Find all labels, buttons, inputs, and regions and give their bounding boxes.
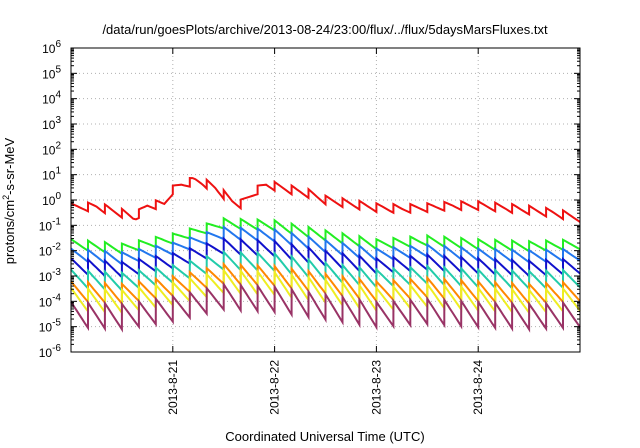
y-tick-label: 10-4 xyxy=(39,292,62,309)
y-tick-label: 100 xyxy=(42,191,61,208)
x-tick-label: 2013-8-21 xyxy=(166,360,180,415)
y-tick-label: 10-1 xyxy=(39,216,62,233)
x-axis-ticks: 2013-8-21 2013-8-22 2013-8-23 2013-8-24 xyxy=(166,48,485,415)
y-axis-label-sup: 2 xyxy=(1,195,11,200)
y-tick-label: 10-3 xyxy=(39,267,62,284)
y-tick-label: 10-2 xyxy=(39,242,62,259)
y-axis-ticks: 10-6 10-5 10-4 10-3 10-2 10-1 100 101 102 103 104 1… xyxy=(39,39,580,360)
x-axis-label: Coordinated Universal Time (UTC) xyxy=(225,429,424,444)
series-layer xyxy=(70,176,581,333)
y-axis-label-rest: -s-sr-MeV xyxy=(2,137,17,194)
y-axis-label: protons/cm2-s-sr-MeV xyxy=(1,137,17,264)
series-line-7 xyxy=(70,280,581,333)
chart-title: /data/run/goesPlots/archive/2013-08-24/2… xyxy=(102,22,548,37)
y-axis-label-main: protons/cm xyxy=(2,200,17,264)
y-tick-label: 101 xyxy=(42,166,61,183)
series-line-0 xyxy=(70,176,581,223)
y-tick-label: 10-6 xyxy=(39,343,62,360)
y-tick-label: 104 xyxy=(42,90,61,107)
x-tick-label: 2013-8-24 xyxy=(471,360,485,415)
x-tick-label: 2013-8-23 xyxy=(369,360,383,415)
y-tick-label: 102 xyxy=(42,140,61,157)
y-tick-label: 105 xyxy=(42,64,61,81)
x-tick-label: 2013-8-22 xyxy=(268,360,282,415)
y-tick-label: 103 xyxy=(42,115,61,132)
y-tick-label: 106 xyxy=(42,39,61,56)
y-tick-label: 10-5 xyxy=(39,318,62,335)
